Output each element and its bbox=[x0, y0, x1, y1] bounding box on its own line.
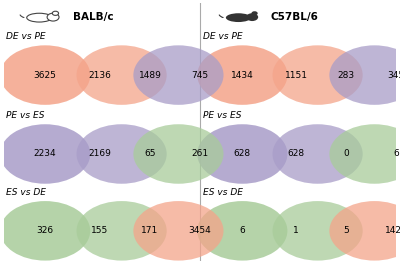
Text: 326: 326 bbox=[36, 226, 54, 235]
Circle shape bbox=[76, 201, 167, 261]
Text: 1434: 1434 bbox=[231, 70, 254, 79]
Text: 5: 5 bbox=[343, 226, 349, 235]
Text: PE vs ES: PE vs ES bbox=[203, 111, 242, 120]
Text: 171: 171 bbox=[141, 226, 159, 235]
Circle shape bbox=[47, 13, 59, 21]
Text: 2169: 2169 bbox=[88, 149, 112, 158]
Text: 6: 6 bbox=[240, 226, 245, 235]
Text: 6: 6 bbox=[393, 149, 399, 158]
Text: C57BL/6: C57BL/6 bbox=[270, 12, 318, 22]
Circle shape bbox=[329, 45, 400, 105]
Text: 1151: 1151 bbox=[284, 70, 308, 79]
Text: 1429: 1429 bbox=[385, 226, 400, 235]
Ellipse shape bbox=[226, 13, 251, 22]
Circle shape bbox=[329, 124, 400, 184]
Circle shape bbox=[252, 11, 258, 15]
Text: 3454: 3454 bbox=[189, 226, 212, 235]
Circle shape bbox=[197, 124, 288, 184]
Text: 1489: 1489 bbox=[138, 70, 162, 79]
Text: PE vs ES: PE vs ES bbox=[6, 111, 44, 120]
Text: 628: 628 bbox=[288, 149, 304, 158]
Text: 345: 345 bbox=[388, 70, 400, 79]
Text: 0: 0 bbox=[343, 149, 349, 158]
Text: ES vs DE: ES vs DE bbox=[6, 188, 46, 197]
Circle shape bbox=[133, 201, 224, 261]
Circle shape bbox=[133, 45, 224, 105]
Text: 745: 745 bbox=[192, 70, 209, 79]
Circle shape bbox=[0, 201, 90, 261]
Circle shape bbox=[52, 11, 58, 15]
Text: BALB/c: BALB/c bbox=[73, 12, 113, 22]
Circle shape bbox=[197, 201, 288, 261]
Circle shape bbox=[272, 124, 363, 184]
Circle shape bbox=[76, 45, 167, 105]
Circle shape bbox=[272, 201, 363, 261]
Circle shape bbox=[0, 124, 90, 184]
Text: 1: 1 bbox=[293, 226, 299, 235]
Text: 65: 65 bbox=[144, 149, 156, 158]
Circle shape bbox=[272, 45, 363, 105]
Circle shape bbox=[76, 124, 167, 184]
Text: DE vs PE: DE vs PE bbox=[6, 32, 46, 41]
Text: 283: 283 bbox=[338, 70, 354, 79]
Text: 3625: 3625 bbox=[34, 70, 56, 79]
Text: DE vs PE: DE vs PE bbox=[203, 32, 243, 41]
Text: ES vs DE: ES vs DE bbox=[203, 188, 243, 197]
Text: 155: 155 bbox=[91, 226, 109, 235]
Circle shape bbox=[246, 13, 258, 21]
Text: 2136: 2136 bbox=[88, 70, 112, 79]
Text: 2234: 2234 bbox=[34, 149, 56, 158]
Text: 628: 628 bbox=[234, 149, 251, 158]
Ellipse shape bbox=[27, 13, 52, 22]
Circle shape bbox=[329, 201, 400, 261]
Text: 261: 261 bbox=[192, 149, 209, 158]
Circle shape bbox=[133, 124, 224, 184]
Circle shape bbox=[0, 45, 90, 105]
Circle shape bbox=[197, 45, 288, 105]
